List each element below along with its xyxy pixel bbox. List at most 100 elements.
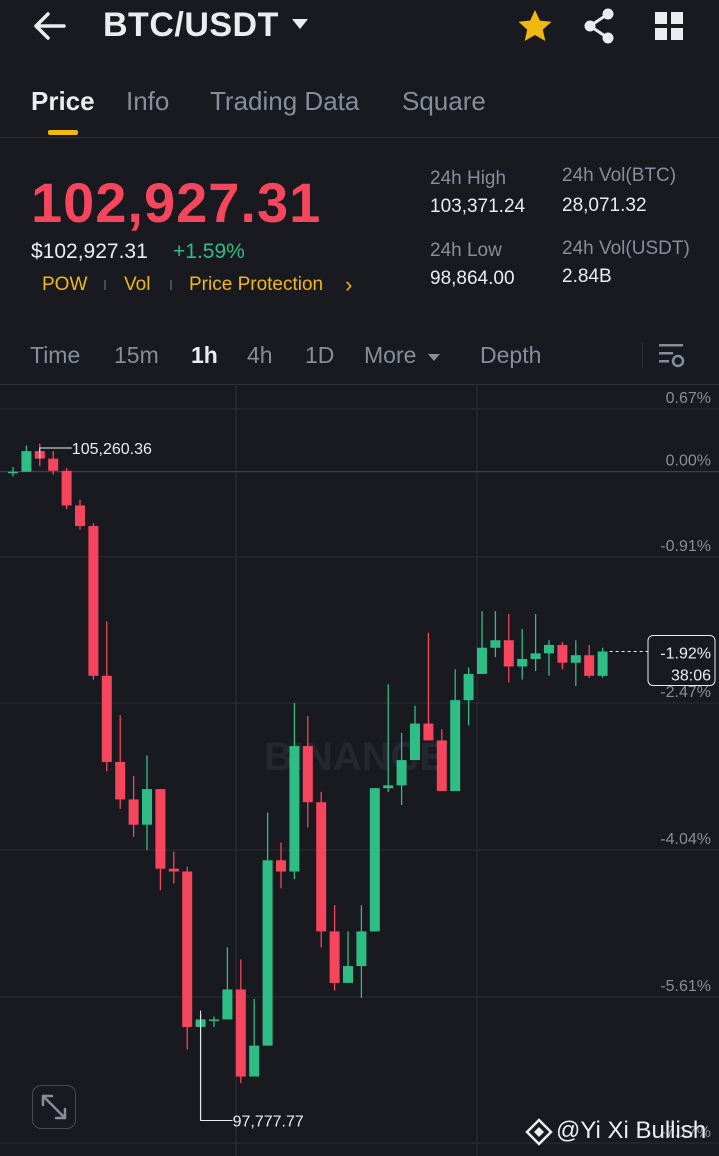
interval-time[interactable]: Time xyxy=(30,342,81,368)
tag-separator xyxy=(170,280,172,290)
tag-vol[interactable]: Vol xyxy=(124,274,151,295)
candle-body[interactable] xyxy=(115,761,126,800)
candle-body[interactable] xyxy=(477,647,487,674)
candle-body[interactable] xyxy=(209,1019,219,1021)
candle-body[interactable] xyxy=(356,931,367,967)
divider xyxy=(0,384,719,385)
active-tab-indicator xyxy=(48,130,78,135)
high-marker-line xyxy=(39,447,72,458)
candle-body[interactable] xyxy=(249,1045,260,1077)
candle-body[interactable] xyxy=(128,799,139,825)
tab-square[interactable]: Square xyxy=(402,86,486,116)
candle-body[interactable] xyxy=(343,966,353,983)
interval-more[interactable]: More xyxy=(364,342,417,368)
candle-body[interactable] xyxy=(597,651,608,676)
candle-body[interactable] xyxy=(276,860,286,872)
candle-body[interactable] xyxy=(21,451,32,472)
divider xyxy=(642,342,643,368)
interval-1h[interactable]: 1h xyxy=(191,342,218,368)
interval-1d[interactable]: 1D xyxy=(305,342,335,368)
usd-price: $102,927.31 xyxy=(31,240,148,263)
candle-body[interactable] xyxy=(222,989,233,1020)
candle-body[interactable] xyxy=(155,789,166,869)
candle-body[interactable] xyxy=(396,760,407,786)
y-tick-label: 0.67% xyxy=(666,390,711,407)
chevron-right-icon[interactable]: › xyxy=(345,272,353,297)
candle-body[interactable] xyxy=(101,675,112,762)
tag-pow[interactable]: POW xyxy=(42,274,88,295)
stat-24h-vol-usdt-value: 2.84B xyxy=(562,266,612,287)
tab-trading-data[interactable]: Trading Data xyxy=(210,86,360,116)
candle-body[interactable] xyxy=(75,505,85,527)
candle-body[interactable] xyxy=(262,860,273,1046)
price-change-percent: +1.59% xyxy=(173,240,245,263)
tab-info[interactable]: Info xyxy=(126,86,170,116)
interval-4h[interactable]: 4h xyxy=(247,342,273,368)
tag-price-protection[interactable]: Price Protection xyxy=(189,274,324,295)
candle-body[interactable] xyxy=(182,871,193,1027)
y-tick-label: -2.47% xyxy=(660,684,711,701)
depth-tab[interactable]: Depth xyxy=(480,342,542,368)
low-price-label: 97,777.77 xyxy=(233,1114,304,1131)
candle-countdown: 38:06 xyxy=(671,667,711,684)
candle-body[interactable] xyxy=(289,746,300,872)
low-marker-line xyxy=(200,1010,233,1122)
candle-body[interactable] xyxy=(235,989,246,1077)
y-tick-label: -4.04% xyxy=(660,831,711,848)
y-tick-label: -0.91% xyxy=(660,538,711,555)
stat-24h-high-value: 103,371.24 xyxy=(430,196,526,217)
candle-body[interactable] xyxy=(450,700,461,791)
candle-body[interactable] xyxy=(329,931,340,983)
tag-separator xyxy=(104,280,106,290)
grid-menu-icon[interactable] xyxy=(654,11,684,46)
stat-24h-high-label: 24h High xyxy=(430,168,507,189)
candle-body[interactable] xyxy=(8,471,18,474)
stat-24h-low-value: 98,864.00 xyxy=(430,268,515,289)
divider xyxy=(0,137,719,138)
candle-body[interactable] xyxy=(584,655,595,676)
back-arrow-icon[interactable] xyxy=(30,8,70,44)
more-caret-icon[interactable] xyxy=(427,350,441,368)
y-tick-label: -7.17% xyxy=(660,1124,711,1141)
candle-body[interactable] xyxy=(302,746,313,803)
chart-settings-icon[interactable] xyxy=(656,341,686,376)
candle-body[interactable] xyxy=(503,640,514,667)
candle-body[interactable] xyxy=(423,723,434,741)
share-icon[interactable] xyxy=(580,6,620,51)
current-price-label: -1.92% xyxy=(660,645,711,662)
tab-price[interactable]: Price xyxy=(31,86,95,116)
expand-arrows-icon[interactable] xyxy=(32,1085,76,1129)
candle-body[interactable] xyxy=(436,740,447,791)
candle-body[interactable] xyxy=(557,644,568,663)
dropdown-caret-icon[interactable] xyxy=(290,17,310,36)
stat-24h-vol-btc-value: 28,071.32 xyxy=(562,195,647,216)
candle-body[interactable] xyxy=(530,653,541,659)
candle-body[interactable] xyxy=(142,789,152,825)
candle-body[interactable] xyxy=(168,868,179,872)
candle-body[interactable] xyxy=(61,470,72,506)
candle-body[interactable] xyxy=(570,655,581,663)
y-tick-label: 0.00% xyxy=(666,453,711,470)
candle-body[interactable] xyxy=(490,640,501,648)
candle-body[interactable] xyxy=(410,723,420,761)
candle-body[interactable] xyxy=(463,673,474,701)
high-price-label: 105,260.36 xyxy=(72,441,152,458)
y-tick-label: -5.61% xyxy=(660,978,711,995)
candle-body[interactable] xyxy=(369,788,380,932)
candle-body[interactable] xyxy=(383,785,394,789)
candle-body[interactable] xyxy=(517,658,528,667)
last-price: 102,927.31 xyxy=(31,171,322,234)
candle-body[interactable] xyxy=(88,526,99,676)
binance-logo-icon xyxy=(525,1118,553,1151)
candle-body[interactable] xyxy=(544,644,554,654)
candle-body[interactable] xyxy=(316,802,327,932)
favorite-star-icon[interactable] xyxy=(516,8,554,49)
pair-title[interactable]: BTC/USDT xyxy=(103,6,279,44)
interval-15m[interactable]: 15m xyxy=(114,342,159,368)
stat-24h-vol-usdt-label: 24h Vol(USDT) xyxy=(562,238,690,259)
stat-24h-low-label: 24h Low xyxy=(430,240,502,261)
current-price-box xyxy=(647,634,716,686)
candle-body[interactable] xyxy=(48,458,59,471)
watermark-text: @Yi Xi Bullish xyxy=(556,1117,707,1144)
